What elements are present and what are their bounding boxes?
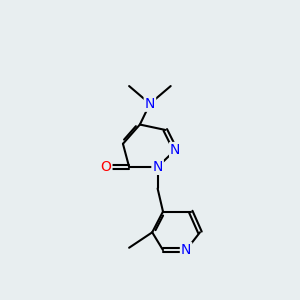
Text: N: N bbox=[152, 160, 163, 174]
Text: N: N bbox=[170, 143, 181, 157]
Text: N: N bbox=[145, 97, 155, 111]
Text: O: O bbox=[100, 160, 111, 174]
Text: N: N bbox=[181, 243, 191, 257]
